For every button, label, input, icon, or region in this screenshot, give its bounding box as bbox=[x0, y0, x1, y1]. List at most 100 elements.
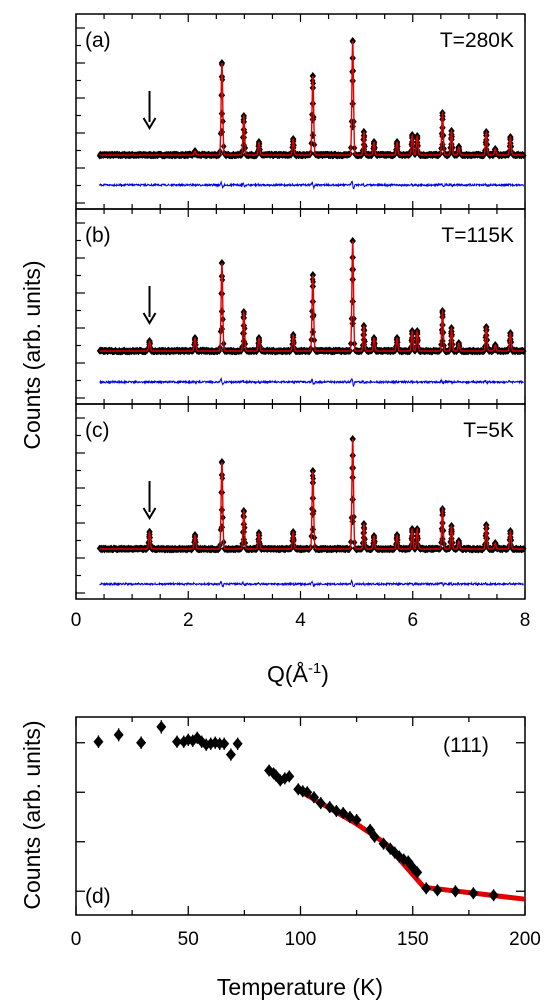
bottom-y-axis-title: Counts (arb. units) bbox=[19, 720, 45, 909]
observed-point bbox=[360, 136, 368, 145]
observed-point bbox=[218, 505, 226, 514]
data-point bbox=[284, 770, 295, 783]
observed-point bbox=[349, 99, 356, 108]
data-point bbox=[331, 805, 342, 818]
data-point bbox=[324, 801, 335, 814]
temperature-tick-label: 0 bbox=[71, 929, 82, 950]
observed-point bbox=[240, 520, 248, 529]
data-point bbox=[488, 889, 499, 902]
q-axis-ticks: 0 2 4 6 8 bbox=[71, 610, 531, 631]
temperature-label: T=115K bbox=[441, 224, 514, 247]
data-point bbox=[315, 797, 326, 810]
y-axis-ticks bbox=[75, 209, 526, 404]
data-point bbox=[412, 866, 423, 879]
temperature-tick-label: 100 bbox=[285, 929, 317, 950]
panel-label: (c) bbox=[85, 419, 110, 442]
data-point bbox=[351, 813, 362, 826]
data-point bbox=[225, 748, 236, 761]
observed-point bbox=[349, 76, 356, 85]
temperature-axis-title: Temperature (K) bbox=[217, 974, 383, 1000]
temperature-tick-label: 200 bbox=[509, 929, 541, 950]
q-tick-label: 6 bbox=[407, 610, 418, 631]
observed-point bbox=[439, 321, 446, 329]
observed-point bbox=[483, 529, 490, 538]
observed-point bbox=[309, 131, 317, 140]
temperature-tick-label: 150 bbox=[397, 929, 429, 950]
observed-point bbox=[240, 321, 248, 330]
observed-point bbox=[309, 525, 317, 534]
observed-point bbox=[448, 135, 455, 144]
data-point bbox=[302, 786, 313, 799]
observed-point bbox=[240, 329, 248, 338]
calculated-line bbox=[99, 40, 524, 156]
observed-point bbox=[218, 91, 226, 100]
arrow-icon bbox=[142, 117, 157, 130]
diffraction-chart: (a) T=280K (b) T=115K (c) T=5K 0 2 4 6 8 Q(Å-1)… bbox=[19, 13, 531, 687]
panel-c: (c) T=5K bbox=[75, 403, 527, 600]
observed-point bbox=[309, 99, 317, 108]
observed-point bbox=[349, 495, 356, 504]
temperature-label: T=280K bbox=[440, 29, 514, 52]
observed-point bbox=[218, 307, 226, 316]
panel-label-d: (d) bbox=[85, 885, 111, 908]
difference-line bbox=[99, 180, 525, 191]
difference-line bbox=[99, 376, 524, 388]
observed-point bbox=[349, 275, 356, 284]
panel-label: (a) bbox=[85, 29, 111, 52]
data-point bbox=[172, 735, 183, 748]
data-point bbox=[450, 885, 461, 898]
observed-point bbox=[240, 337, 248, 346]
observed-point bbox=[309, 494, 317, 503]
observed-point bbox=[448, 332, 455, 341]
data-point bbox=[338, 807, 349, 820]
observed-point bbox=[309, 328, 317, 336]
data-point bbox=[369, 830, 380, 843]
observed-point bbox=[492, 345, 499, 354]
observed-point bbox=[439, 123, 446, 132]
arrow-icon bbox=[142, 312, 157, 325]
calculated-line bbox=[99, 240, 524, 352]
calculated-line bbox=[99, 438, 524, 550]
data-point bbox=[421, 882, 432, 895]
panel-frame bbox=[75, 403, 526, 600]
arrow-icon bbox=[142, 507, 157, 520]
data-point bbox=[156, 720, 167, 734]
temperature-tick-label: 50 bbox=[178, 929, 199, 950]
data-point bbox=[232, 737, 243, 750]
observed-point bbox=[448, 530, 455, 539]
data-point bbox=[365, 823, 376, 836]
observed-point bbox=[349, 297, 356, 306]
observed-point bbox=[240, 133, 248, 142]
data-point bbox=[378, 837, 389, 850]
observed-point bbox=[240, 535, 248, 544]
temperature-label: T=5K bbox=[463, 419, 514, 442]
observed-point bbox=[492, 543, 499, 552]
q-axis-title: Q(Å-1) bbox=[267, 660, 329, 687]
q-tick-label: 8 bbox=[520, 610, 531, 631]
q-tick-label: 2 bbox=[183, 610, 194, 631]
observed-point bbox=[483, 331, 490, 340]
q-tick-label: 4 bbox=[295, 610, 306, 631]
panel-label: (b) bbox=[85, 224, 111, 247]
observed-point bbox=[240, 125, 248, 134]
panel-a: (a) T=280K bbox=[75, 13, 527, 210]
data-point bbox=[113, 728, 124, 742]
observed-point bbox=[309, 297, 317, 306]
data-point bbox=[308, 791, 319, 804]
difference-line bbox=[99, 578, 524, 588]
observed-point bbox=[360, 330, 368, 339]
data-points bbox=[93, 720, 499, 902]
data-point bbox=[432, 884, 443, 897]
temperature-chart: 0 50 100 150 200 (111) (d) Temperature (K) C… bbox=[19, 716, 541, 1000]
observed-point bbox=[483, 136, 490, 145]
observed-point bbox=[349, 473, 356, 482]
q-tick-label: 0 bbox=[71, 610, 82, 631]
top-y-axis-title: Counts (arb. units) bbox=[19, 260, 45, 449]
observed-point bbox=[218, 289, 226, 298]
observed-point bbox=[360, 528, 368, 537]
observed-point bbox=[218, 109, 226, 118]
observed-point bbox=[439, 519, 446, 527]
data-point bbox=[468, 887, 479, 900]
data-point bbox=[93, 735, 104, 749]
